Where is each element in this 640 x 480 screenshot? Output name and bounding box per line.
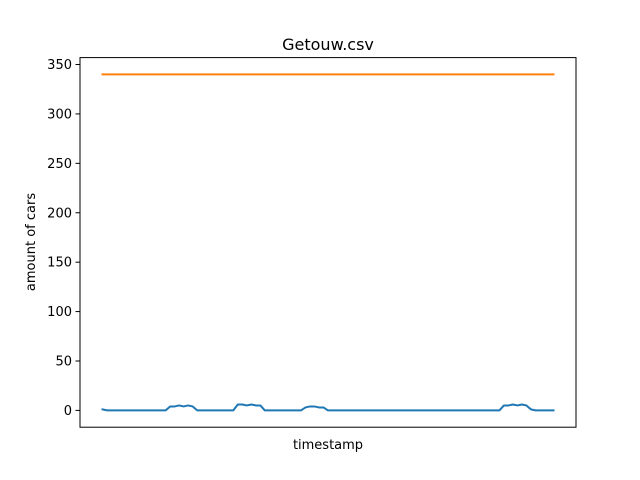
y-axis-ticks: 0 50 100 150 200 250 300 350 [47,58,80,419]
y-tick-label: 0 [64,404,72,419]
y-tick-label: 150 [47,256,72,271]
x-axis-label: timestamp [293,438,363,453]
y-tick-label: 200 [47,206,72,221]
y-axis-label: amount of cars [24,193,39,291]
y-tick-label: 300 [47,107,72,122]
y-tick-label: 50 [55,354,72,369]
series-line-1 [101,403,555,412]
y-tick-label: 250 [47,157,72,172]
plot-area [101,73,555,412]
chart-title: Getouw.csv [282,35,374,54]
plot-frame [79,57,577,428]
y-tick-label: 350 [47,58,72,73]
y-tick-label: 100 [47,305,72,320]
